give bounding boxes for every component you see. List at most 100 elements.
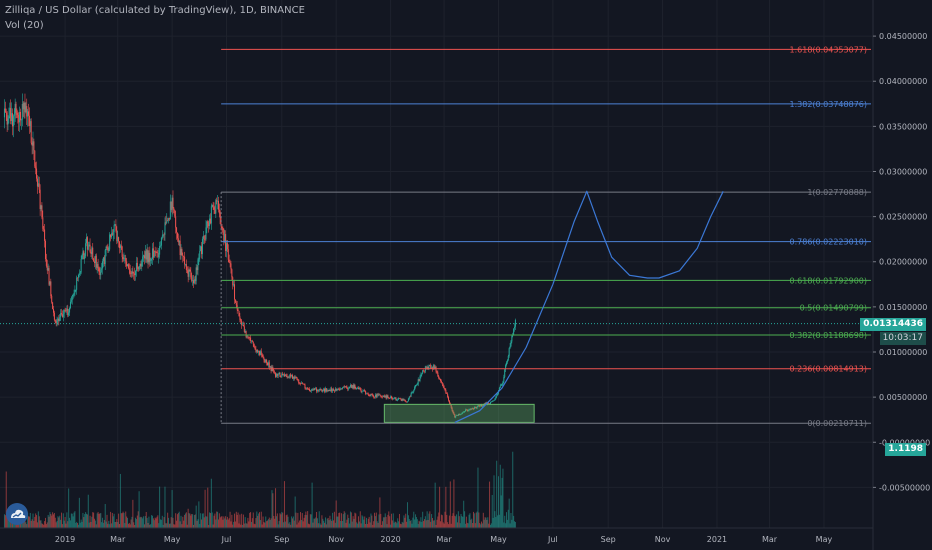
- price-tick-label: 0.02000000: [879, 258, 927, 267]
- candle-body: [19, 111, 21, 123]
- volume-bar: [61, 512, 63, 528]
- candle-body: [11, 113, 13, 127]
- tradingview-cloud-icon[interactable]: [6, 503, 28, 525]
- candle-body: [120, 245, 122, 247]
- candle-body: [227, 249, 229, 260]
- candle-body: [481, 405, 483, 407]
- fib-level-label: 0.236(0.00814913): [790, 365, 868, 374]
- volume-bar: [271, 490, 273, 528]
- volume-bar: [464, 523, 466, 528]
- volume-bar: [162, 524, 164, 528]
- volume-bar: [46, 522, 48, 528]
- volume-bar: [189, 513, 191, 528]
- volume-bar: [444, 511, 446, 528]
- support-zone[interactable]: [383, 403, 535, 423]
- candle-body: [281, 373, 283, 378]
- volume-bar: [39, 520, 41, 528]
- volume-bar: [465, 516, 467, 528]
- volume-bar: [182, 516, 184, 528]
- candle-body: [421, 373, 423, 375]
- candle-body: [317, 389, 319, 391]
- candle-body: [124, 258, 126, 259]
- volume-bar: [329, 515, 331, 528]
- candle-body: [283, 374, 285, 376]
- candle-body: [315, 388, 317, 390]
- candle-body: [415, 384, 417, 386]
- volume-bar: [243, 523, 245, 528]
- candle-body: [136, 262, 138, 269]
- last-price-tag: 0.01314436: [860, 317, 926, 331]
- candle-body: [402, 398, 404, 401]
- candle-body: [291, 375, 293, 379]
- volume-bar: [503, 522, 505, 528]
- candle-body: [282, 373, 284, 376]
- candle-body: [349, 384, 351, 387]
- candle-body: [439, 378, 441, 379]
- candle-body: [77, 274, 79, 278]
- price-tick-label: 0.00500000: [879, 393, 927, 402]
- candle-body: [455, 415, 457, 418]
- volume-bar: [363, 519, 365, 528]
- volume-bar: [186, 524, 188, 528]
- candle-body: [292, 376, 294, 379]
- volume-bar: [320, 524, 322, 528]
- candle-body: [415, 385, 417, 387]
- volume-bar: [144, 516, 146, 528]
- candle-body: [122, 256, 124, 260]
- volume-bar: [260, 511, 262, 528]
- candle-body: [191, 277, 193, 281]
- candle-body: [425, 366, 427, 368]
- volume-bar: [220, 516, 222, 528]
- candle-body: [389, 398, 391, 399]
- candle-body: [311, 389, 313, 391]
- volume-bar: [294, 496, 296, 528]
- volume-bar: [101, 522, 103, 528]
- candle-body: [494, 399, 496, 401]
- volume-bar: [103, 519, 105, 528]
- candle-body: [446, 393, 448, 394]
- candle-body: [69, 301, 71, 309]
- volume-bar: [270, 518, 272, 528]
- candle-body: [480, 404, 482, 407]
- candle-body: [465, 409, 467, 411]
- candle-body: [409, 396, 411, 398]
- projection-path[interactable]: [454, 190, 724, 423]
- candle-body: [475, 407, 477, 409]
- volume-bar: [372, 524, 374, 528]
- candle-body: [360, 389, 362, 393]
- volume-bar: [493, 475, 495, 528]
- volume-bar: [283, 481, 285, 528]
- volume-bar: [336, 516, 338, 528]
- candle-body: [441, 382, 443, 385]
- candle-body: [151, 259, 153, 261]
- volume-bar: [230, 521, 232, 528]
- candle-body: [110, 234, 112, 238]
- candle-body: [226, 243, 228, 250]
- candle-body: [422, 370, 424, 374]
- volume-bar: [305, 511, 307, 528]
- volume-bar: [140, 516, 142, 528]
- candle-body: [204, 239, 206, 240]
- volume-bar: [337, 516, 339, 528]
- candle-body: [72, 294, 74, 297]
- volume-bar: [313, 518, 315, 528]
- countdown-tag: 10:03:17: [879, 331, 926, 345]
- candle-body: [142, 256, 144, 261]
- volume-bar: [134, 524, 136, 528]
- candle-body: [341, 387, 343, 390]
- candle-body: [490, 401, 492, 403]
- fibonacci-extension[interactable]: 1.618(0.04353077) 1.382(0.03748876) 1(0.02…: [220, 45, 871, 428]
- candle-body: [255, 349, 257, 352]
- candle-body: [42, 217, 44, 229]
- volume-bar: [428, 513, 430, 528]
- candle-body: [217, 200, 219, 210]
- volume-bar: [424, 516, 426, 528]
- candle-body: [296, 377, 298, 380]
- volume-bar: [282, 512, 284, 528]
- volume-bar: [296, 524, 298, 528]
- volume-bar: [463, 500, 465, 528]
- candle-body: [215, 200, 217, 214]
- candle-body: [381, 396, 383, 398]
- candle-body: [96, 264, 98, 268]
